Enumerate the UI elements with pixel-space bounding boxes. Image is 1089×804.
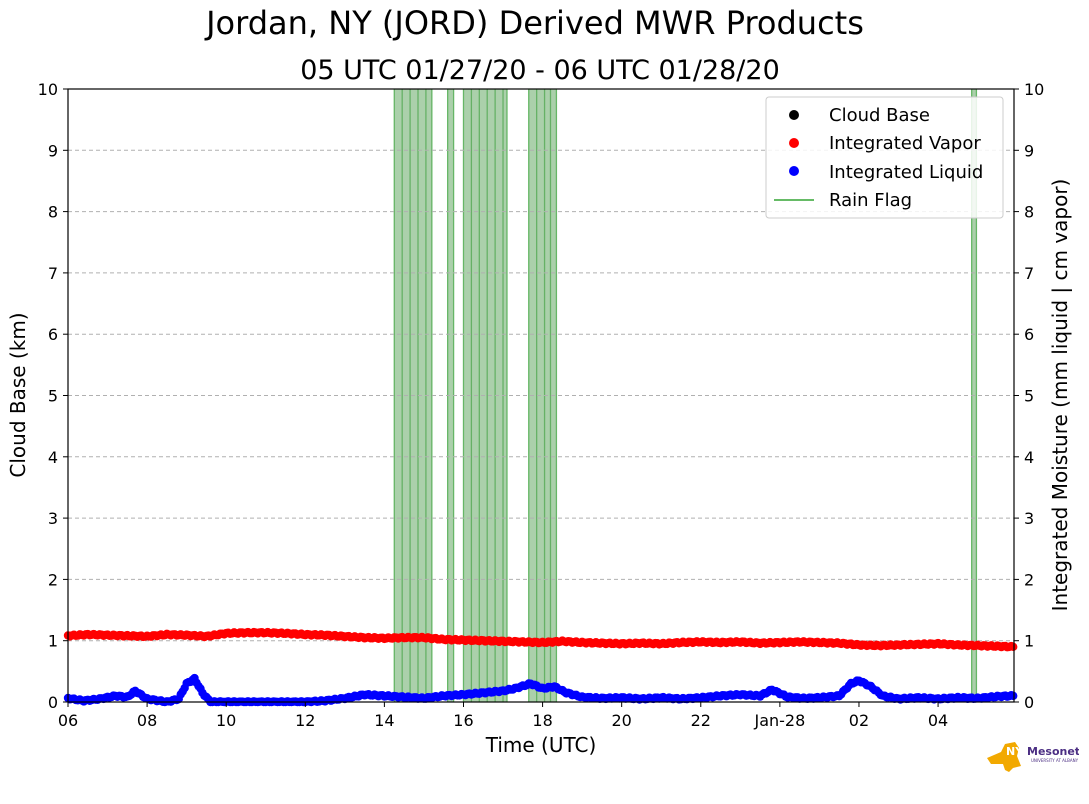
y-tick-label-right: 8 [1024, 203, 1034, 222]
x-tick-label: 10 [216, 711, 236, 730]
legend-cloud-base-label: Cloud Base [829, 105, 930, 126]
y-tick-label-right: 3 [1024, 509, 1034, 528]
y-tick-label-left: 10 [38, 80, 58, 99]
legend-vapor-marker [789, 138, 799, 148]
data-point [1009, 642, 1018, 652]
legend-liquid-label: Integrated Liquid [829, 162, 983, 183]
y-tick-label-left: 5 [48, 387, 58, 406]
y-tick-label-right: 2 [1024, 570, 1034, 589]
y-axis-label-left: Cloud Base (km) [6, 312, 30, 477]
series-layer [63, 627, 1018, 707]
legend-box [765, 96, 1004, 219]
x-tick-label: Jan-28 [753, 711, 805, 730]
svg-text:UNIVERSITY AT ALBANY: UNIVERSITY AT ALBANY [1031, 758, 1079, 763]
legend: Cloud Base Integrated Vapor Integrated L… [765, 96, 1004, 219]
y-tick-label-left: 4 [48, 448, 58, 467]
x-tick-label: 12 [295, 711, 315, 730]
x-tick-label: 22 [691, 711, 711, 730]
y-axis-label-right: Integrated Moisture (mm liquid | cm vapo… [1048, 179, 1072, 612]
y-tick-label-left: 9 [48, 141, 58, 160]
x-tick-label: 06 [58, 711, 78, 730]
y-tick-label-left: 2 [48, 570, 58, 589]
x-tick-label: 18 [532, 711, 552, 730]
x-tick-label: 02 [849, 711, 869, 730]
y-tick-label-right: 10 [1024, 80, 1044, 99]
rain-flag-band [447, 89, 454, 702]
svg-text:Mesonet: Mesonet [1027, 745, 1079, 758]
y-tick-label-left: 3 [48, 509, 58, 528]
y-tick-label-left: 0 [48, 693, 58, 712]
x-tick-label: 16 [453, 711, 473, 730]
legend-vapor-label: Integrated Vapor [829, 133, 981, 154]
chart-subtitle: 05 UTC 01/27/20 - 06 UTC 01/28/20 [300, 55, 780, 86]
x-tick-label: 04 [928, 711, 948, 730]
svg-text:NYS: NYS [1006, 745, 1031, 758]
legend-cloud-base-marker [789, 110, 799, 120]
nys-mesonet-logo: NYS Mesonet UNIVERSITY AT ALBANY [983, 738, 1080, 774]
y-tick-label-right: 4 [1024, 448, 1034, 467]
y-tick-label-right: 5 [1024, 387, 1034, 406]
y-tick-label-left: 8 [48, 203, 58, 222]
legend-liquid-marker [789, 166, 799, 176]
legend-rain-flag-label: Rain Flag [829, 190, 912, 211]
x-axis-label: Time (UTC) [485, 733, 597, 757]
x-tick-label: 20 [611, 711, 631, 730]
chart-title: Jordan, NY (JORD) Derived MWR Products [206, 4, 864, 42]
y-tick-label-left: 1 [48, 632, 58, 651]
grid-layer [68, 149, 1014, 642]
y-tick-label-right: 9 [1024, 141, 1034, 160]
y-tick-label-right: 7 [1024, 264, 1034, 283]
x-tick-label: 14 [374, 711, 394, 730]
x-tick-label: 08 [137, 711, 157, 730]
y-tick-label-right: 0 [1024, 693, 1034, 712]
y-tick-label-left: 7 [48, 264, 58, 283]
y-tick-label-left: 6 [48, 325, 58, 344]
y-tick-label-right: 1 [1024, 632, 1034, 651]
ny-state-shape [987, 742, 1021, 772]
y-tick-label-right: 6 [1024, 325, 1034, 344]
rain-flag-band [495, 89, 504, 702]
data-point [1009, 691, 1018, 701]
